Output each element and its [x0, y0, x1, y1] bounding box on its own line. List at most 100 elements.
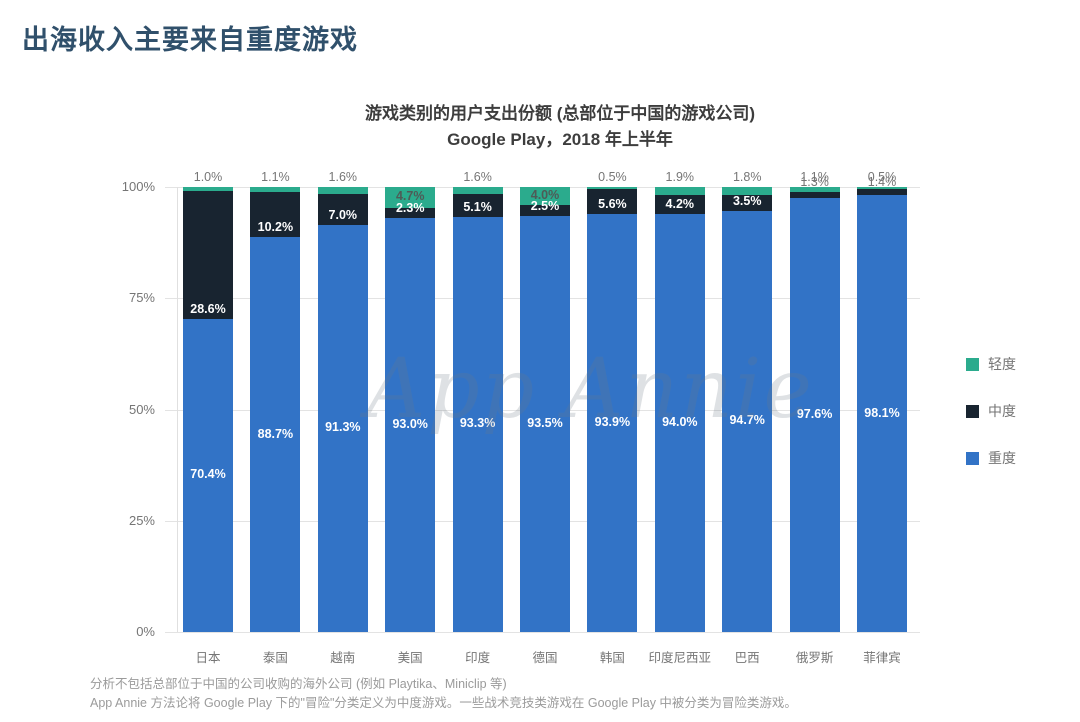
- y-tick-label: 75%: [128, 290, 155, 306]
- medium-value-label: 2.3%: [395, 201, 425, 216]
- heavy-value-label: 93.3%: [459, 416, 496, 431]
- bar-segment-medium: [317, 194, 368, 226]
- medium-value-label: 1.3%: [800, 175, 829, 189]
- footnote-line-2: App Annie 方法论将 Google Play 下的"冒险"分类定义为中度…: [90, 696, 797, 710]
- x-axis-label: 印度尼西亚: [648, 651, 712, 665]
- light-value-label: 1.1%: [261, 170, 290, 184]
- bar-segment-heavy: [520, 215, 570, 632]
- bar-segment-light: [250, 187, 301, 192]
- medium-value-label: 4.2%: [665, 197, 695, 212]
- bar-segment-heavy: [654, 214, 705, 633]
- bar-segment-heavy: [317, 225, 368, 632]
- bar-segment-heavy: [385, 218, 436, 632]
- footnote-line-1: 分析不包括总部位于中国的公司收购的海外公司 (例如 Playtika、Minic…: [90, 677, 507, 691]
- grid-line: [165, 632, 920, 633]
- bar-韩国: 0.5% 5.6% 93.9%: [587, 170, 638, 632]
- bar-segment-medium: [250, 191, 301, 238]
- y-axis-line: [177, 187, 178, 632]
- x-axis-label: 俄罗斯: [795, 651, 834, 665]
- legend-label: 中度: [988, 403, 1016, 419]
- light-value-label: 1.8%: [732, 170, 762, 184]
- bar-segment-light: [722, 187, 773, 195]
- bar-segment-medium: [587, 189, 638, 215]
- light-value-label: 0.5%: [867, 170, 897, 184]
- x-axis-label: 日本: [195, 651, 221, 665]
- medium-value-label: 7.0%: [328, 208, 358, 223]
- medium-value-label: 5.6%: [598, 197, 627, 212]
- medium-value-label: 5.1%: [463, 199, 492, 214]
- heavy-value-label: 93.9%: [594, 415, 631, 430]
- bar-菲律宾: 0.5% 1.4% 98.1%: [857, 170, 907, 632]
- bar-segment-medium: [722, 195, 773, 211]
- legend-item-中度: 中度: [966, 401, 1016, 421]
- heavy-value-label: 88.7%: [257, 426, 294, 441]
- bar-segment-light: [452, 187, 503, 195]
- x-axis-label: 美国: [397, 651, 423, 665]
- x-axis-label: 德国: [532, 651, 558, 665]
- heavy-value-label: 94.0%: [662, 415, 698, 430]
- bar-segment-heavy: [722, 210, 773, 632]
- bar-印度: 1.6% 5.1% 93.3%: [452, 170, 503, 632]
- x-axis-label: 巴西: [734, 651, 760, 665]
- bar-泰国: 1.1% 10.2% 88.7%: [250, 170, 301, 632]
- bar-segment-light: [654, 187, 705, 196]
- bar-segment-medium: [857, 189, 907, 196]
- bar-印度尼西亚: 1.9% 4.2% 94.0%: [654, 170, 705, 633]
- bar-segment-light: [317, 187, 368, 195]
- bar-越南: 1.6% 7.0% 91.3%: [317, 170, 368, 632]
- bar-segment-heavy: [452, 216, 503, 632]
- light-value-label: 1.0%: [193, 170, 223, 184]
- legend-label: 轻度: [988, 356, 1016, 372]
- y-tick-label: 0%: [136, 624, 155, 639]
- bar-巴西: 1.8% 3.5% 94.7%: [722, 170, 773, 632]
- legend-swatch: [966, 404, 979, 418]
- light-value-label: 1.1%: [800, 170, 829, 184]
- legend-swatch: [966, 451, 979, 465]
- bar-segment-light: [857, 187, 907, 190]
- bar-segment-light: [587, 187, 638, 190]
- light-value-label: 0.5%: [598, 170, 627, 184]
- heavy-value-label: 94.7%: [729, 413, 765, 428]
- light-value-label: 4.0%: [530, 187, 560, 202]
- x-axis-label: 菲律宾: [863, 651, 901, 665]
- heavy-value-label: 98.1%: [864, 405, 900, 420]
- bar-日本: 1.0% 28.6% 70.4%: [183, 170, 233, 632]
- light-value-label: 1.6%: [328, 170, 358, 184]
- medium-value-label: 28.6%: [190, 301, 226, 316]
- legend-swatch: [966, 357, 979, 371]
- bar-segment-heavy: [587, 214, 638, 632]
- light-value-label: 1.9%: [665, 170, 695, 184]
- plot-area: 0% 25% 50% 75% 100% 1.0% 28.6% 70.4% 日本 1.1% 10.2%…: [122, 170, 920, 665]
- x-axis-label: 印度: [465, 651, 491, 665]
- heavy-value-label: 93.0%: [392, 417, 428, 432]
- bar-俄罗斯: 1.1% 1.3% 97.6%: [789, 170, 840, 632]
- page-title: 出海收入主要来自重度游戏: [22, 25, 358, 55]
- chart-subtitle: Google Play，2018 年上半年: [447, 130, 673, 149]
- heavy-value-label: 91.3%: [325, 420, 361, 435]
- bar-segment-medium: [452, 194, 503, 217]
- y-tick-label: 25%: [128, 512, 155, 528]
- light-value-label: 4.7%: [395, 189, 425, 204]
- medium-value-label: 3.5%: [732, 193, 762, 208]
- legend-item-重度: 重度: [966, 448, 1016, 468]
- y-tick-label: 50%: [128, 401, 155, 417]
- bar-segment-heavy: [789, 197, 840, 632]
- legend-item-轻度: 轻度: [966, 354, 1016, 374]
- bar-segment-light: [183, 187, 233, 192]
- bar-segment-heavy: [183, 318, 233, 632]
- bar-美国: 4.7% 2.3% 93.0%: [385, 187, 436, 632]
- bar-segment-light: [385, 187, 436, 208]
- bar-segment-medium: [789, 191, 840, 198]
- bar-segment-heavy: [250, 237, 301, 632]
- chart-title: 游戏类别的用户支出份额 (总部位于中国的游戏公司): [364, 104, 756, 123]
- medium-value-label: 1.4%: [867, 175, 897, 189]
- y-tick-label: 100%: [121, 179, 155, 194]
- bar-segment-medium: [520, 204, 570, 216]
- x-axis-label: 韩国: [599, 651, 625, 665]
- medium-value-label: 2.5%: [530, 198, 560, 213]
- bar-segment-medium: [654, 195, 705, 215]
- bar-德国: 4.0% 2.5% 93.5%: [520, 187, 570, 632]
- bar-segment-light: [520, 187, 570, 205]
- x-axis-label: 泰国: [262, 651, 288, 665]
